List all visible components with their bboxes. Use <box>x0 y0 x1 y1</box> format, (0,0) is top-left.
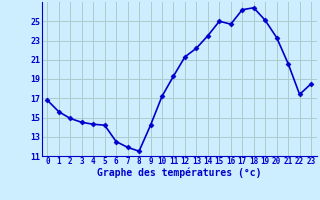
X-axis label: Graphe des températures (°c): Graphe des températures (°c) <box>97 168 261 178</box>
